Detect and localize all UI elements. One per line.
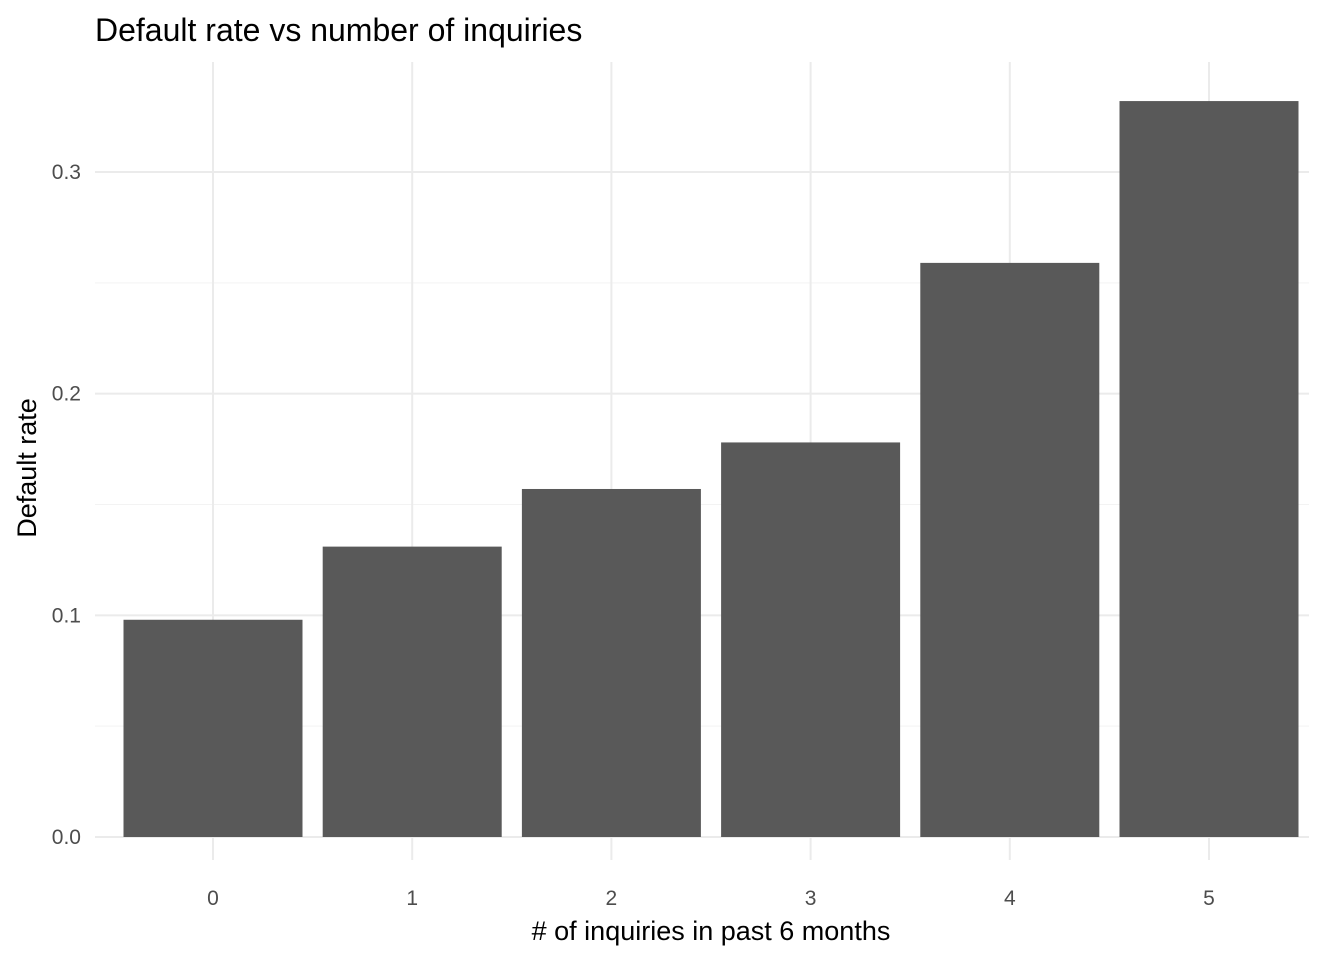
bar-3 — [721, 442, 901, 837]
x-tick-label: 0 — [207, 887, 219, 910]
x-tick-label: 3 — [805, 887, 817, 910]
x-tick-label: 1 — [406, 887, 418, 910]
bar-5 — [1119, 101, 1299, 838]
x-tick-label: 2 — [606, 887, 618, 910]
y-tick-label: 0.0 — [52, 826, 81, 849]
bar-2 — [521, 488, 701, 837]
bars-layer — [123, 101, 1299, 838]
y-axis-title: Default rate — [12, 398, 42, 538]
x-tick-label: 5 — [1203, 887, 1215, 910]
x-axis-title: # of inquiries in past 6 months — [532, 916, 891, 946]
chart-title: Default rate vs number of inquiries — [95, 12, 582, 48]
bar-0 — [123, 619, 303, 837]
bar-4 — [920, 262, 1100, 838]
x-tick-label: 4 — [1004, 887, 1016, 910]
y-tick-label: 0.1 — [52, 604, 81, 627]
y-tick-label: 0.2 — [52, 383, 81, 406]
y-tick-label: 0.3 — [52, 161, 81, 184]
ticks-layer: 0.0 0.1 0.2 0.3 0 1 2 3 4 5 — [52, 161, 1215, 910]
bar-1 — [322, 546, 502, 837]
